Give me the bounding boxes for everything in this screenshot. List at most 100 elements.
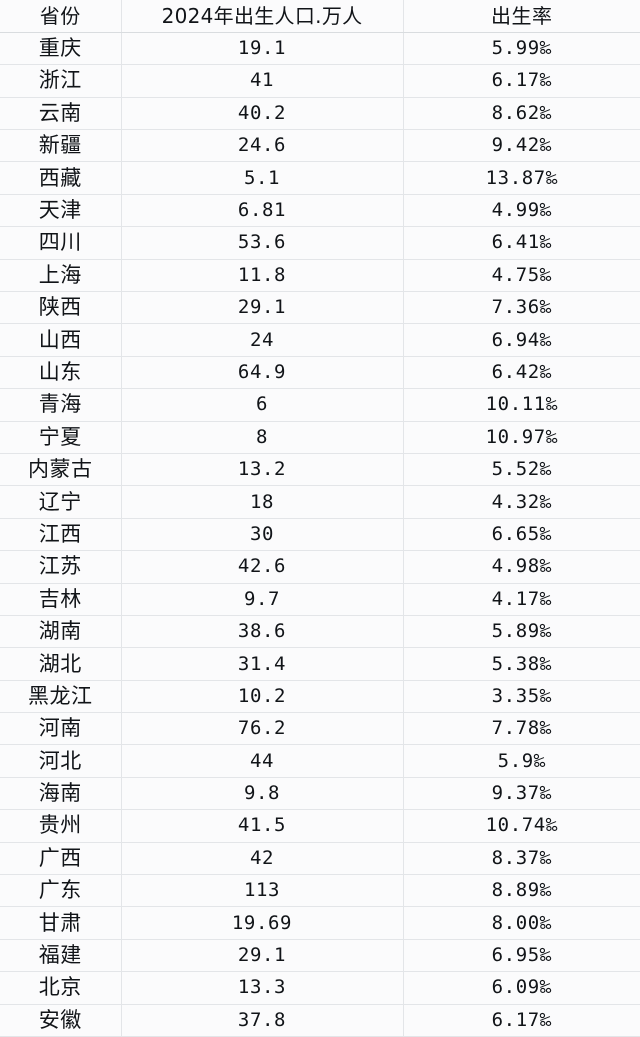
cell-province[interactable]: 海南: [0, 777, 122, 811]
cell-province[interactable]: 江苏: [0, 550, 122, 584]
cell-births[interactable]: 10.2: [121, 680, 404, 714]
cell-province[interactable]: 河南: [0, 712, 122, 746]
cell-rate[interactable]: 4.99‰: [403, 194, 640, 228]
cell-province[interactable]: 天津: [0, 194, 122, 228]
cell-rate[interactable]: 4.32‰: [403, 485, 640, 519]
table-row[interactable]: 江苏 42.6 4.98‰: [0, 550, 640, 584]
cell-province[interactable]: 山东: [0, 356, 122, 390]
cell-births[interactable]: 6: [121, 388, 404, 422]
cell-province[interactable]: 吉林: [0, 583, 122, 616]
cell-rate[interactable]: 8.37‰: [403, 842, 640, 876]
cell-births[interactable]: 37.8: [121, 1004, 404, 1037]
cell-province[interactable]: 陕西: [0, 291, 122, 325]
cell-births[interactable]: 64.9: [121, 356, 404, 390]
cell-births[interactable]: 24.6: [121, 129, 404, 163]
cell-births[interactable]: 41.5: [121, 809, 404, 843]
table-row[interactable]: 云南 40.2 8.62‰: [0, 97, 640, 131]
cell-births[interactable]: 24: [121, 323, 404, 357]
cell-births[interactable]: 9.8: [121, 777, 404, 811]
cell-rate[interactable]: 3.35‰: [403, 680, 640, 714]
cell-province[interactable]: 广东: [0, 874, 122, 908]
table-row[interactable]: 四川 53.6 6.41‰: [0, 226, 640, 260]
cell-births[interactable]: 42.6: [121, 550, 404, 584]
cell-rate[interactable]: 6.95‰: [403, 939, 640, 973]
cell-births[interactable]: 40.2: [121, 97, 404, 131]
cell-province[interactable]: 西藏: [0, 161, 122, 195]
cell-births[interactable]: 19.1: [121, 32, 404, 66]
cell-rate[interactable]: 7.36‰: [403, 291, 640, 325]
cell-province[interactable]: 甘肃: [0, 906, 122, 940]
table-row[interactable]: 广东 113 8.89‰: [0, 874, 640, 908]
table-row[interactable]: 甘肃 19.69 8.00‰: [0, 906, 640, 940]
cell-rate[interactable]: 6.17‰: [403, 1004, 640, 1037]
cell-rate[interactable]: 5.38‰: [403, 647, 640, 681]
cell-rate[interactable]: 4.98‰: [403, 550, 640, 584]
cell-province[interactable]: 河北: [0, 744, 122, 778]
table-row[interactable]: 黑龙江 10.2 3.35‰: [0, 680, 640, 714]
cell-rate[interactable]: 5.9‰: [403, 744, 640, 778]
cell-province[interactable]: 湖南: [0, 615, 122, 649]
cell-rate[interactable]: 6.42‰: [403, 356, 640, 390]
cell-province[interactable]: 山西: [0, 323, 122, 357]
cell-rate[interactable]: 8.89‰: [403, 874, 640, 908]
cell-province[interactable]: 福建: [0, 939, 122, 973]
table-row[interactable]: 辽宁 18 4.32‰: [0, 485, 640, 519]
cell-province[interactable]: 上海: [0, 259, 122, 293]
cell-rate[interactable]: 9.37‰: [403, 777, 640, 811]
cell-province[interactable]: 内蒙古: [0, 453, 122, 487]
cell-rate[interactable]: 10.74‰: [403, 809, 640, 843]
table-row[interactable]: 青海 6 10.11‰: [0, 388, 640, 422]
table-row[interactable]: 山东 64.9 6.42‰: [0, 356, 640, 390]
cell-rate[interactable]: 10.11‰: [403, 388, 640, 422]
cell-births[interactable]: 18: [121, 485, 404, 519]
cell-rate[interactable]: 9.42‰: [403, 129, 640, 163]
table-row[interactable]: 天津 6.81 4.99‰: [0, 194, 640, 228]
cell-province[interactable]: 北京: [0, 971, 122, 1005]
cell-province[interactable]: 广西: [0, 842, 122, 876]
cell-province[interactable]: 湖北: [0, 647, 122, 681]
table-row[interactable]: 西藏 5.1 13.87‰: [0, 161, 640, 195]
cell-births[interactable]: 76.2: [121, 712, 404, 746]
column-header-province[interactable]: 省份: [0, 0, 122, 33]
cell-births[interactable]: 53.6: [121, 226, 404, 260]
cell-rate[interactable]: 7.78‰: [403, 712, 640, 746]
cell-births[interactable]: 30: [121, 518, 404, 552]
cell-births[interactable]: 31.4: [121, 647, 404, 681]
cell-province[interactable]: 重庆: [0, 32, 122, 66]
column-header-births[interactable]: 2024年出生人口.万人: [121, 0, 404, 33]
cell-rate[interactable]: 5.99‰: [403, 32, 640, 66]
table-row[interactable]: 重庆 19.1 5.99‰: [0, 32, 640, 66]
cell-province[interactable]: 四川: [0, 226, 122, 260]
table-row[interactable]: 福建 29.1 6.95‰: [0, 939, 640, 973]
cell-rate[interactable]: 4.75‰: [403, 259, 640, 293]
cell-births[interactable]: 41: [121, 64, 404, 98]
cell-rate[interactable]: 6.17‰: [403, 64, 640, 98]
table-row[interactable]: 湖北 31.4 5.38‰: [0, 647, 640, 681]
cell-rate[interactable]: 5.89‰: [403, 615, 640, 649]
cell-province[interactable]: 安徽: [0, 1004, 122, 1037]
cell-province[interactable]: 辽宁: [0, 485, 122, 519]
cell-births[interactable]: 8: [121, 421, 404, 454]
table-row[interactable]: 内蒙古 13.2 5.52‰: [0, 453, 640, 487]
cell-rate[interactable]: 6.94‰: [403, 323, 640, 357]
cell-province[interactable]: 云南: [0, 97, 122, 131]
cell-province[interactable]: 新疆: [0, 129, 122, 163]
table-row[interactable]: 江西 30 6.65‰: [0, 518, 640, 552]
table-row[interactable]: 浙江 41 6.17‰: [0, 64, 640, 98]
cell-births[interactable]: 5.1: [121, 161, 404, 195]
cell-births[interactable]: 29.1: [121, 291, 404, 325]
cell-rate[interactable]: 5.52‰: [403, 453, 640, 487]
column-header-rate[interactable]: 出生率: [403, 0, 640, 33]
table-row[interactable]: 新疆 24.6 9.42‰: [0, 129, 640, 163]
table-row[interactable]: 河南 76.2 7.78‰: [0, 712, 640, 746]
cell-births[interactable]: 42: [121, 842, 404, 876]
cell-province[interactable]: 黑龙江: [0, 680, 122, 714]
cell-births[interactable]: 44: [121, 744, 404, 778]
cell-births[interactable]: 29.1: [121, 939, 404, 973]
table-row[interactable]: 广西 42 8.37‰: [0, 842, 640, 876]
cell-births[interactable]: 113: [121, 874, 404, 908]
table-row[interactable]: 宁夏 8 10.97‰: [0, 421, 640, 454]
cell-rate[interactable]: 8.62‰: [403, 97, 640, 131]
table-row[interactable]: 贵州 41.5 10.74‰: [0, 809, 640, 843]
cell-rate[interactable]: 6.09‰: [403, 971, 640, 1005]
